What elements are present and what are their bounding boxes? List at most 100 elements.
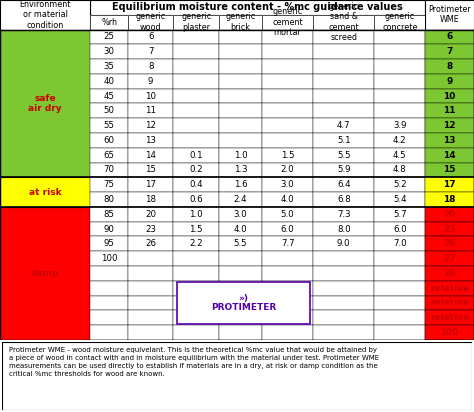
Bar <box>90 44 128 59</box>
Bar <box>374 163 425 177</box>
Bar <box>90 325 128 340</box>
Bar <box>90 251 128 266</box>
Bar <box>313 133 374 148</box>
Bar <box>313 236 374 251</box>
Bar <box>219 266 262 281</box>
Text: relative: relative <box>430 298 469 307</box>
Bar <box>90 59 128 74</box>
Bar <box>313 148 374 163</box>
Bar <box>313 310 374 325</box>
Bar <box>262 103 313 118</box>
Text: 6.0: 6.0 <box>281 225 294 234</box>
Bar <box>374 236 425 251</box>
Bar <box>313 118 374 133</box>
Bar <box>425 103 474 118</box>
Bar <box>313 222 374 236</box>
Bar <box>90 163 128 177</box>
Bar <box>262 222 313 236</box>
Bar <box>262 15 313 30</box>
Text: 75: 75 <box>104 180 115 189</box>
Bar <box>0 30 90 177</box>
Bar <box>128 59 173 74</box>
Bar <box>262 295 313 310</box>
Bar <box>313 74 374 89</box>
Bar <box>313 163 374 177</box>
Text: 4.7: 4.7 <box>337 121 351 130</box>
Bar <box>374 310 425 325</box>
Bar <box>262 163 313 177</box>
Text: 4.5: 4.5 <box>393 151 407 160</box>
Bar <box>0 0 90 30</box>
Bar <box>219 266 262 281</box>
Bar <box>313 295 374 310</box>
Bar <box>425 177 474 192</box>
Bar <box>313 222 374 236</box>
Bar <box>128 192 173 207</box>
Text: 55: 55 <box>104 121 115 130</box>
Bar <box>219 89 262 103</box>
Bar <box>173 207 219 222</box>
Bar <box>313 236 374 251</box>
Bar <box>173 222 219 236</box>
Bar <box>262 281 313 295</box>
Text: 9: 9 <box>447 77 453 86</box>
Bar <box>262 325 313 340</box>
Bar <box>425 133 474 148</box>
Bar <box>374 59 425 74</box>
Bar <box>262 15 313 30</box>
Text: Equilibrium moisture content - %mc guidance values: Equilibrium moisture content - %mc guida… <box>112 2 403 12</box>
Text: 70: 70 <box>104 166 115 174</box>
Bar <box>219 44 262 59</box>
Bar <box>313 118 374 133</box>
Bar <box>90 177 128 192</box>
Text: 1.0: 1.0 <box>234 151 247 160</box>
Bar <box>374 148 425 163</box>
Bar <box>262 222 313 236</box>
Text: 11: 11 <box>145 106 156 115</box>
Bar <box>374 281 425 295</box>
Bar <box>374 118 425 133</box>
Bar <box>262 281 313 295</box>
Bar <box>128 251 173 266</box>
Bar <box>313 103 374 118</box>
Bar <box>173 251 219 266</box>
Bar <box>374 74 425 89</box>
Bar <box>262 310 313 325</box>
Bar <box>90 133 128 148</box>
Bar <box>374 103 425 118</box>
Bar <box>374 295 425 310</box>
Bar <box>128 59 173 74</box>
Bar <box>425 251 474 266</box>
Bar <box>219 295 262 310</box>
Text: 18: 18 <box>145 195 156 204</box>
Text: 27: 27 <box>443 254 456 263</box>
Text: 10: 10 <box>444 91 456 101</box>
Bar <box>219 89 262 103</box>
Text: Protimeter WME - wood moisture equivelant. This is the theoretical %mc value tha: Protimeter WME - wood moisture equivelan… <box>9 347 380 377</box>
Bar <box>219 118 262 133</box>
Bar <box>219 236 262 251</box>
Bar <box>173 74 219 89</box>
Bar <box>173 44 219 59</box>
Bar <box>219 192 262 207</box>
Bar <box>262 133 313 148</box>
Bar <box>90 15 128 30</box>
Bar <box>173 103 219 118</box>
Bar <box>313 44 374 59</box>
Bar <box>173 133 219 148</box>
Bar <box>313 59 374 74</box>
Bar <box>313 295 374 310</box>
Bar <box>219 103 262 118</box>
Bar <box>425 148 474 163</box>
Bar <box>374 207 425 222</box>
Bar <box>90 44 128 59</box>
Bar <box>374 266 425 281</box>
Text: 9.0: 9.0 <box>337 239 350 248</box>
Bar <box>219 251 262 266</box>
Bar <box>90 207 128 222</box>
Text: 5.9: 5.9 <box>337 166 350 174</box>
Bar <box>90 89 128 103</box>
Text: generic
concrete: generic concrete <box>382 12 418 32</box>
Text: at risk: at risk <box>29 187 62 197</box>
Bar <box>128 89 173 103</box>
